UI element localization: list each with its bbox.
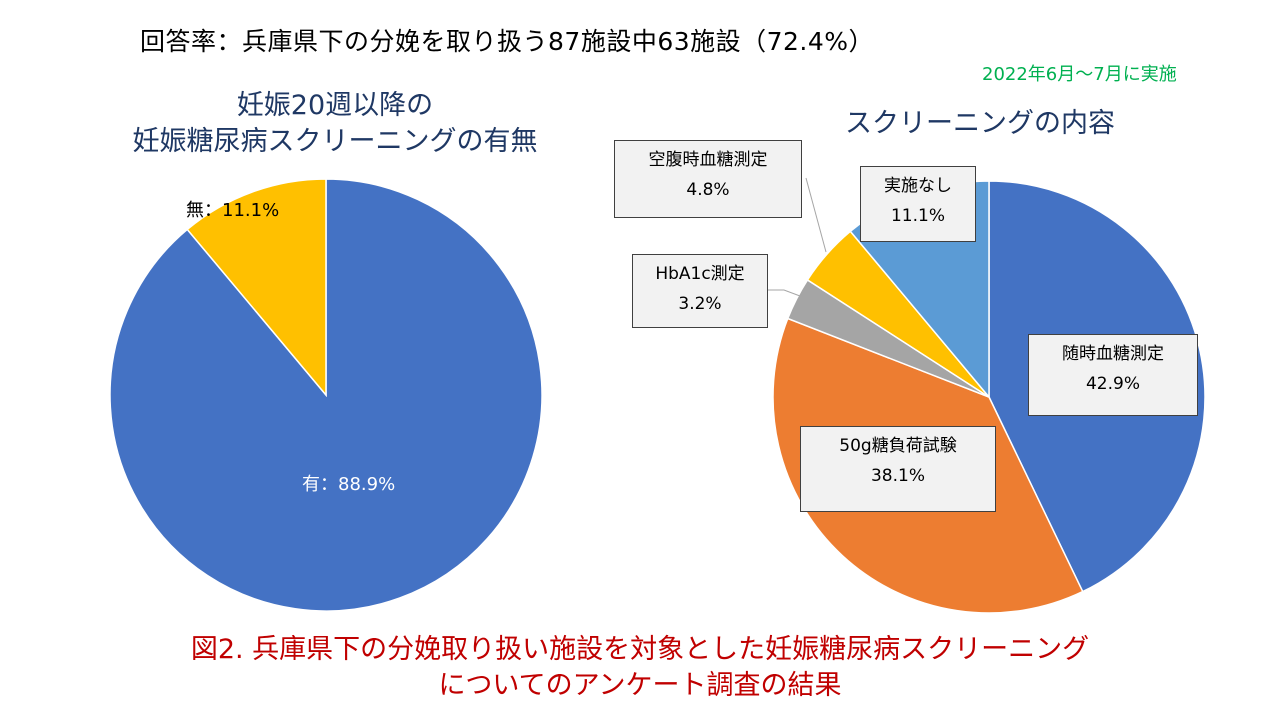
callout-random-glucose: 随時血糖測定 42.9% [1028, 334, 1198, 416]
callout-hba1c: HbA1c測定 3.2% [632, 254, 768, 328]
figure-caption-line2: についてのアンケート調査の結果 [438, 670, 842, 701]
callout-50g-ogtt: 50g糖負荷試験 38.1% [800, 426, 996, 512]
callout-no-screening-label: 実施なし [884, 176, 952, 196]
callout-random-glucose-value: 42.9% [1085, 374, 1140, 394]
callout-50g-ogtt-value: 38.1% [870, 466, 925, 486]
left-chart-title-line2: 妊娠糖尿病スクリーニングの有無 [132, 126, 538, 157]
callout-50g-ogtt-label: 50g糖負荷試験 [839, 436, 957, 456]
left-pie-slice-1 [186, 178, 327, 398]
callout-no-screening: 実施なし 11.1% [860, 166, 976, 242]
left-chart-title: 妊娠20週以降の 妊娠糖尿病スクリーニングの有無 [90, 88, 580, 160]
left-chart-title-line1: 妊娠20週以降の [236, 90, 434, 121]
callout-no-screening-value: 11.1% [890, 206, 945, 226]
figure-caption: 図2. 兵庫県下の分娩取り扱い施設を対象とした妊娠糖尿病スクリーニング について… [0, 632, 1280, 704]
callout-leader-lines [768, 177, 827, 297]
left-slice-label-yes: 有：88.9% [302, 474, 396, 495]
left-pie-chart [109, 178, 543, 612]
callout-fasting-glucose: 空腹時血糖測定 4.8% [614, 140, 802, 218]
right-chart-title: スクリーニングの内容 [845, 108, 1115, 139]
leader-line-1 [768, 289, 801, 297]
survey-period-text: 2022年6月～7月に実施 [982, 64, 1177, 85]
callout-fasting-glucose-label: 空腹時血糖測定 [648, 150, 768, 170]
callout-fasting-glucose-value: 4.8% [686, 180, 730, 200]
leader-line-0 [805, 177, 827, 253]
callout-hba1c-value: 3.2% [678, 294, 722, 314]
callout-random-glucose-label: 随時血糖測定 [1062, 344, 1164, 364]
figure-caption-line1: 図2. 兵庫県下の分娩取り扱い施設を対象とした妊娠糖尿病スクリーニング [190, 634, 1090, 665]
response-rate-text: 回答率：兵庫県下の分娩を取り扱う87施設中63施設（72.4%） [140, 27, 875, 56]
left-slice-label-no: 無：11.1% [186, 200, 280, 221]
callout-hba1c-label: HbA1c測定 [655, 264, 745, 284]
